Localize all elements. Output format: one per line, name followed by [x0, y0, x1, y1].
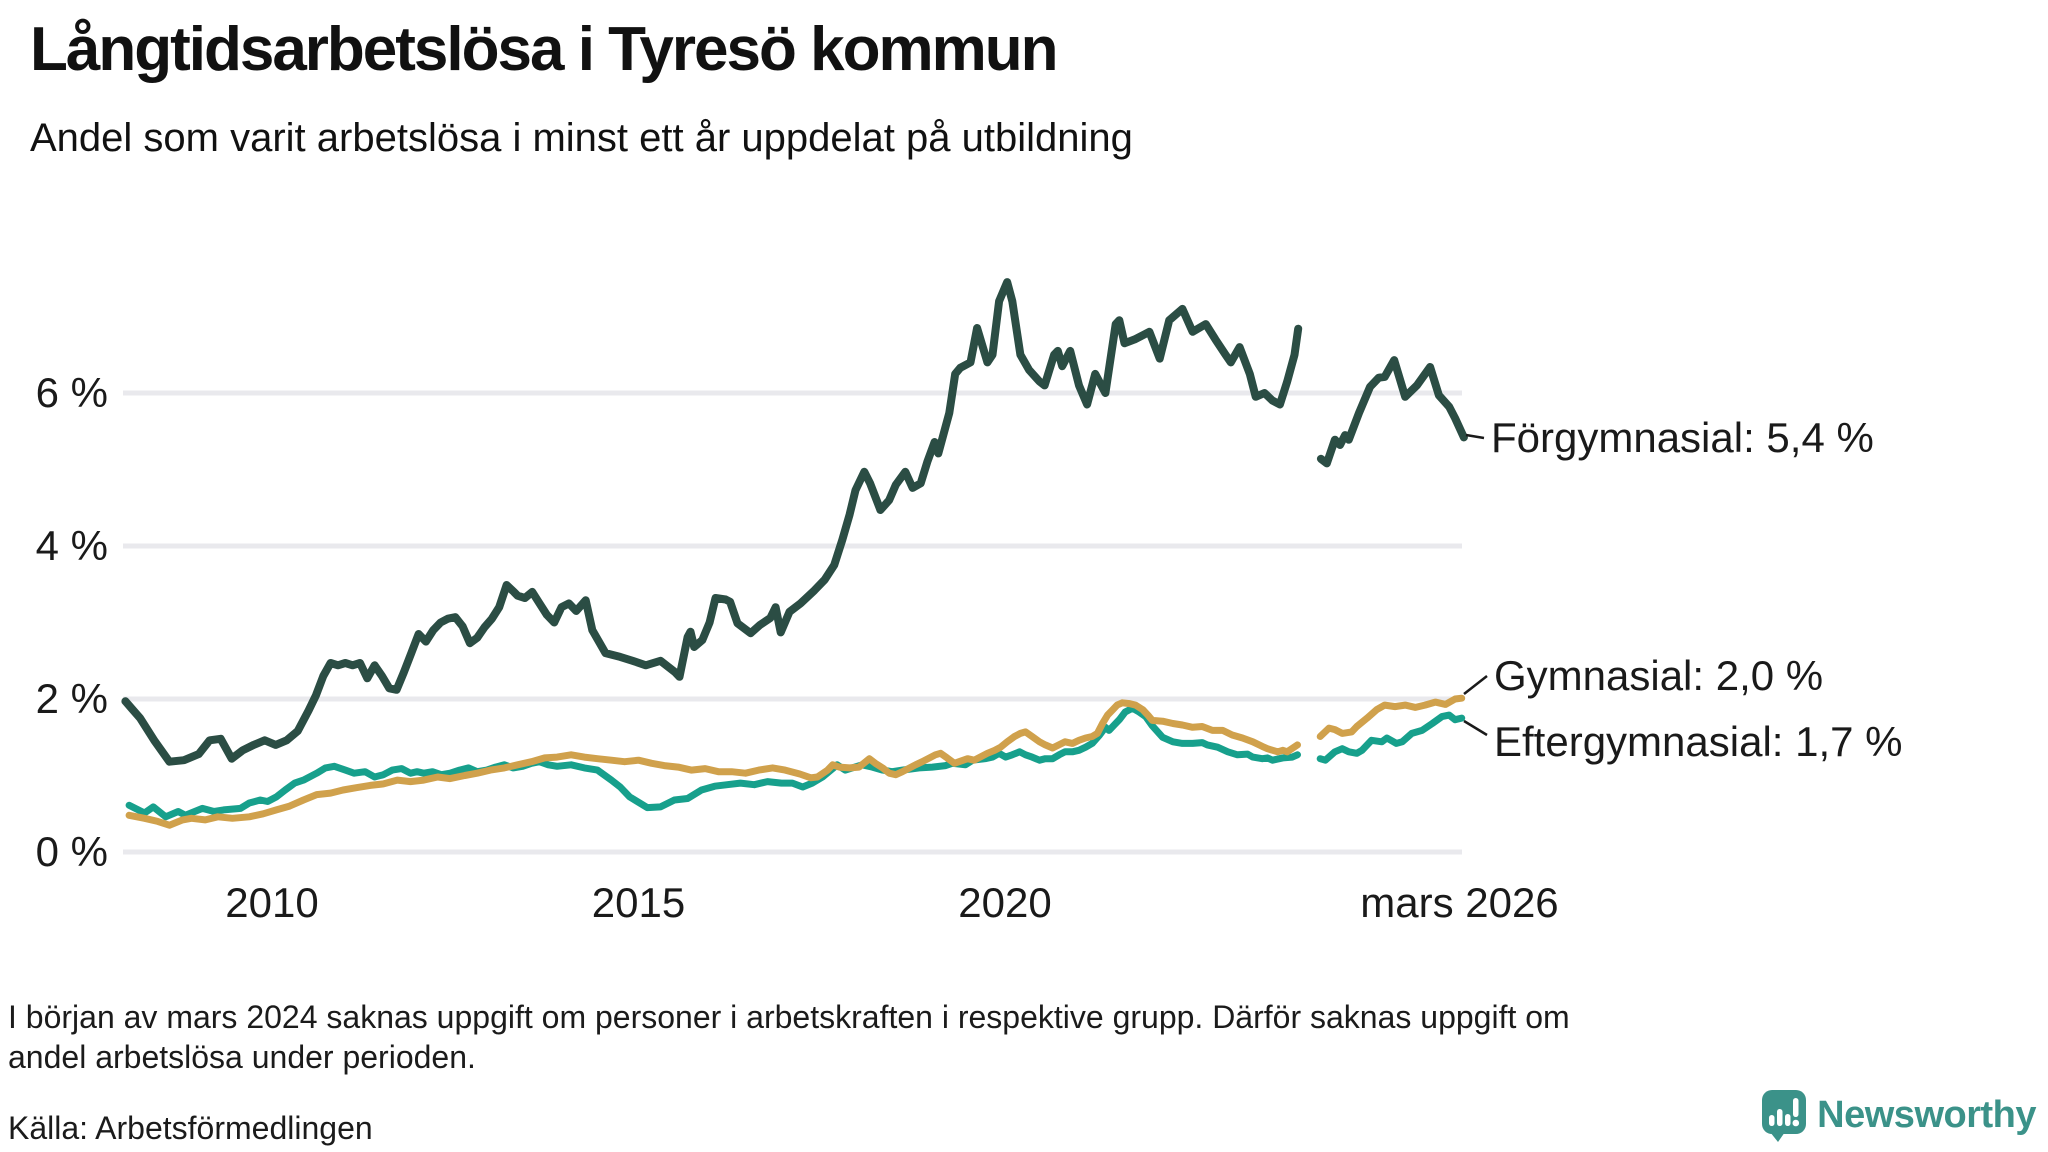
series-line-gymnasial-segment-2 — [1316, 694, 1466, 740]
footnote-line-1: I början av mars 2024 saknas uppgift om … — [8, 999, 1570, 1035]
series-lines — [121, 278, 1468, 829]
source-note: Källa: Arbetsförmedlingen — [8, 1110, 373, 1146]
x-tick-label-2010: 2010 — [225, 879, 319, 926]
newsworthy-logo: Newsworthy — [1761, 1089, 2036, 1142]
connector-gymnasial — [1463, 675, 1488, 695]
y-tick-label-0: 0 % — [35, 828, 108, 875]
x-tick-label-mars-2026: mars 2026 — [1360, 879, 1559, 926]
page-title: Långtidsarbetslösa i Tyresö kommun — [30, 15, 1058, 84]
footnote-line-2: andel arbetslösa under perioden. — [8, 1039, 476, 1075]
label-connectors — [1463, 433, 1488, 737]
series-line-eftergymnasial-segment-1 — [125, 704, 1301, 821]
series-label-eftergymnasial: Eftergymnasial: 1,7 % — [1494, 718, 1903, 765]
connector-forgymnasial — [1465, 433, 1485, 440]
series-line-gymnasial-segment-1 — [125, 699, 1301, 829]
footnote: I början av mars 2024 saknas uppgift om … — [8, 997, 1570, 1077]
y-tick-label-4: 4 % — [35, 522, 108, 569]
page-subtitle: Andel som varit arbetslösa i minst ett å… — [30, 116, 1133, 160]
series-line-förgymnasial-segment-2 — [1316, 356, 1468, 468]
gridlines — [123, 390, 1462, 855]
x-tick-label-2015: 2015 — [591, 879, 686, 926]
series-line-eftergymnasial-segment-2 — [1316, 711, 1466, 764]
y-tick-label-6: 6 % — [35, 369, 108, 416]
connector-eftergymnasial — [1463, 719, 1488, 737]
series-line-förgymnasial-segment-1 — [121, 278, 1303, 766]
y-tick-label-2: 2 % — [35, 675, 108, 722]
x-tick-label-2020: 2020 — [958, 879, 1052, 926]
newsworthy-logo-text: Newsworthy — [1817, 1094, 2036, 1136]
series-label-gymnasial: Gymnasial: 2,0 % — [1494, 652, 1824, 699]
series-label-forgymnasial: Förgymnasial: 5,4 % — [1491, 414, 1874, 461]
newsworthy-logo-icon — [1762, 1090, 1807, 1142]
